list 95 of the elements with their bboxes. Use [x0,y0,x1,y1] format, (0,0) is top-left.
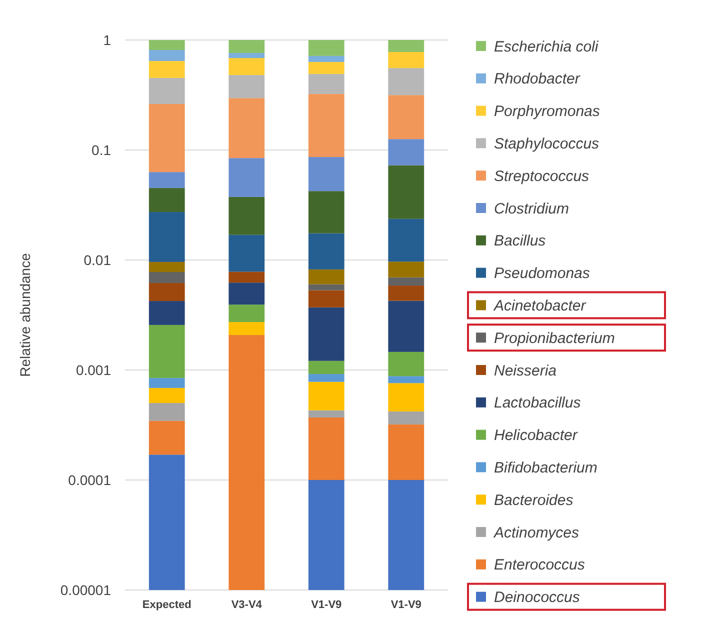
x-tick-label: V1-V9 [390,599,422,611]
legend-label: Clostridium [494,200,570,218]
bar [148,172,185,188]
bar [308,480,344,590]
bar [308,74,344,94]
bar [388,262,424,278]
legend-label: Propionibacterium [494,330,615,347]
y-tick-label: 1 [103,32,112,48]
bar [148,50,185,62]
bar [228,40,265,54]
bar [228,322,265,336]
bar [228,282,265,305]
bar [228,53,265,58]
bar [388,277,424,286]
bar [228,234,265,272]
bar [388,68,424,96]
legend-label: Porphyromonas [494,103,600,120]
legend-label: Lactobacillus [494,394,582,412]
bar [228,196,265,235]
bar [308,94,344,158]
bar [388,95,424,140]
bar [148,388,185,404]
bar [228,335,265,590]
bar [148,420,185,455]
bar [148,324,185,378]
legend-label: Enterococcus [494,556,586,574]
bar [388,383,424,412]
bar [308,269,344,284]
legend-label: Deinococcus [494,589,580,606]
bar [148,61,185,78]
bar [388,376,424,384]
legend-label: Pseudomonas [494,265,590,282]
bar [388,300,424,352]
bar [308,56,344,62]
bar [388,352,424,376]
bar [388,139,424,166]
y-tick-label: 0.00001 [60,582,112,598]
y-tick-label: 0.0001 [68,472,112,488]
y-axis-title: Relative abundance [17,252,33,377]
legend-label: Actinomyces [493,524,580,542]
bar [148,301,185,325]
bar [388,424,424,480]
bar [308,418,344,480]
bar [148,104,185,172]
bar [388,165,424,219]
legend-label: Bacteroides [494,492,574,509]
bar [308,191,344,234]
bar [388,480,424,590]
bar [388,286,424,301]
bar [148,40,185,50]
y-tick-label: 0.001 [76,362,112,378]
bar [148,378,185,388]
bar [308,233,344,270]
bar [308,374,344,382]
bar [308,157,344,192]
bar [228,304,265,322]
bar [308,382,344,410]
bar [148,403,185,421]
bar [228,98,265,158]
legend-label: Escherichia coli [494,38,599,56]
bar [228,75,265,98]
bar [148,188,185,212]
bar [228,272,265,283]
bar [228,158,265,197]
x-tick-label: V3-V4 [231,599,263,611]
bar [148,272,185,284]
legend-label: Staphylococcus [494,135,600,152]
x-tick-label: V1-V9 [311,599,342,611]
bar [228,58,265,76]
bar [388,218,424,262]
bar [148,454,185,590]
bar [308,62,344,74]
legend-label: Neisseria [494,362,557,380]
legend-label: Bacillus [494,232,546,250]
bar [308,360,344,374]
bar [388,411,424,424]
legend-label: Acinetobacter [493,297,587,314]
bar [308,40,344,56]
bar [148,212,185,262]
bar [308,307,344,361]
legend-label: Bifidobacterium [494,459,598,476]
bar [308,284,344,290]
x-tick-label: Expected [142,599,192,611]
legend-label: Streptococcus [494,168,590,185]
bar [308,410,344,418]
bar [148,283,185,302]
y-tick-label: 0.1 [92,142,112,158]
y-tick-label: 0.01 [84,252,112,268]
bar [388,52,424,68]
bar [148,78,185,104]
legend-label: Helicobacter [494,427,578,444]
bar [148,262,185,272]
legend-label: Rhodobacter [494,70,581,88]
bar [388,40,424,52]
bar [308,290,344,308]
